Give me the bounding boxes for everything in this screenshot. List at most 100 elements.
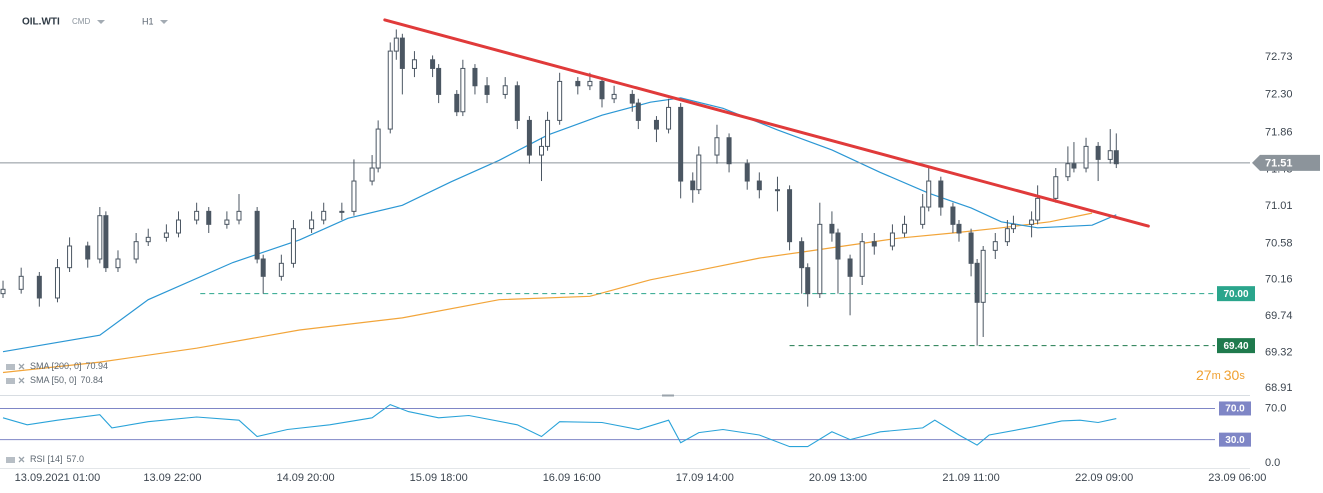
sma-line xyxy=(2,212,1093,374)
candle-body xyxy=(539,145,545,156)
candle-body xyxy=(653,119,659,130)
candle-body xyxy=(696,154,702,191)
candle-body xyxy=(369,167,375,182)
candle-body xyxy=(1035,197,1041,221)
legend-close[interactable] xyxy=(18,456,25,463)
countdown-unit: s xyxy=(1239,370,1245,382)
candle-body xyxy=(557,80,563,121)
candle-body xyxy=(460,67,466,113)
candle-body xyxy=(545,119,551,147)
header: OIL.WTI CMD H1 xyxy=(22,16,168,28)
legend-icon[interactable] xyxy=(6,457,15,463)
candle-body xyxy=(375,128,381,169)
candle-body xyxy=(787,189,793,243)
candle-body xyxy=(1083,145,1089,169)
interval[interactable]: H1 xyxy=(142,16,154,26)
legend-close[interactable] xyxy=(18,377,25,384)
candle-body xyxy=(950,206,956,225)
candle-body xyxy=(393,37,399,52)
candle-body xyxy=(85,245,91,260)
candle-body xyxy=(430,59,436,69)
candle-body xyxy=(902,223,908,234)
rsi-level-badge xyxy=(1219,432,1251,447)
candle-body xyxy=(0,288,6,295)
candle-body xyxy=(678,106,684,182)
market-dropdown[interactable] xyxy=(97,20,105,24)
candle-body xyxy=(611,93,617,100)
candle-body xyxy=(847,258,853,277)
candle-body xyxy=(484,85,490,95)
candle-body xyxy=(920,206,926,225)
candle-body xyxy=(54,267,60,299)
y-tick-label: 70.16 xyxy=(1265,274,1293,286)
x-tick-label: 13.09.2021 01:00 xyxy=(15,472,101,484)
candle-body xyxy=(1010,223,1016,230)
candle-body xyxy=(175,219,181,234)
candle-body xyxy=(526,119,532,156)
countdown: 27m 30s xyxy=(1196,367,1245,383)
legend-value: 70.84 xyxy=(81,375,104,385)
sma-line xyxy=(2,97,1117,353)
rsi-legend-name: RSI [14] xyxy=(30,454,63,464)
countdown-number: 30 xyxy=(1224,367,1240,383)
legend-close[interactable] xyxy=(18,363,25,370)
level-badge xyxy=(1217,286,1255,302)
candle-body xyxy=(411,59,417,69)
candle-body xyxy=(889,232,895,247)
candle-body xyxy=(938,180,944,208)
candle-body xyxy=(774,189,780,192)
candle-body xyxy=(1071,163,1077,169)
candle-body xyxy=(67,245,73,269)
candle-body xyxy=(666,106,672,130)
rsi-tick-label: 70.0 xyxy=(1265,402,1286,414)
candle-body xyxy=(829,223,835,234)
candle-body xyxy=(145,236,151,243)
candle-body xyxy=(599,80,605,100)
legend-icons xyxy=(6,363,25,463)
legend-icon[interactable] xyxy=(6,378,15,384)
candle-body xyxy=(980,249,986,303)
candle-body xyxy=(18,275,24,290)
rsi-line xyxy=(2,403,1117,448)
candle-body xyxy=(1065,163,1071,178)
candle-body xyxy=(1113,150,1119,165)
interval-dropdown[interactable] xyxy=(160,20,168,24)
candle-body xyxy=(206,210,212,225)
candle-body xyxy=(714,137,720,156)
level-label: 69.40 xyxy=(1223,341,1248,352)
candle-body xyxy=(502,85,508,95)
candle-body xyxy=(339,210,345,213)
candle-body xyxy=(254,210,260,260)
candle-body xyxy=(321,210,327,221)
rsi-legend-value: 57.0 xyxy=(67,454,85,464)
trendline xyxy=(383,18,1150,228)
candle-body xyxy=(587,80,593,87)
y-tick-label: 71.86 xyxy=(1265,126,1293,138)
y-tick-label: 70.58 xyxy=(1265,237,1293,249)
candle-body xyxy=(454,93,460,113)
symbol[interactable]: OIL.WTI xyxy=(22,17,60,28)
y-tick-label: 72.30 xyxy=(1265,88,1293,100)
candle-body xyxy=(103,215,109,269)
countdown-unit: m xyxy=(1212,370,1221,382)
candle-body xyxy=(926,180,932,208)
candle-body xyxy=(1029,219,1035,225)
y-tick-label: 71.01 xyxy=(1265,200,1293,212)
x-tick-label: 21.09 11:00 xyxy=(942,472,999,484)
countdown-number: 27 xyxy=(1196,367,1212,383)
rsi-level-badge xyxy=(1219,401,1251,416)
candle-body xyxy=(436,67,442,95)
candle-body xyxy=(194,210,200,221)
candle-body xyxy=(805,267,811,295)
candle-body xyxy=(744,163,750,182)
last-price-label: 71.51 xyxy=(1265,157,1293,169)
y-tick-label: 68.91 xyxy=(1265,382,1293,394)
candle-body xyxy=(974,262,980,303)
legend-name: SMA [200, 0] xyxy=(30,361,82,371)
legend-icon[interactable] xyxy=(6,364,15,370)
rsi-legend: RSI [14] 57.0 xyxy=(30,454,84,464)
rsi-tick-label: 0.0 xyxy=(1265,457,1280,469)
rsi-level-label: 30.0 xyxy=(1225,435,1245,446)
